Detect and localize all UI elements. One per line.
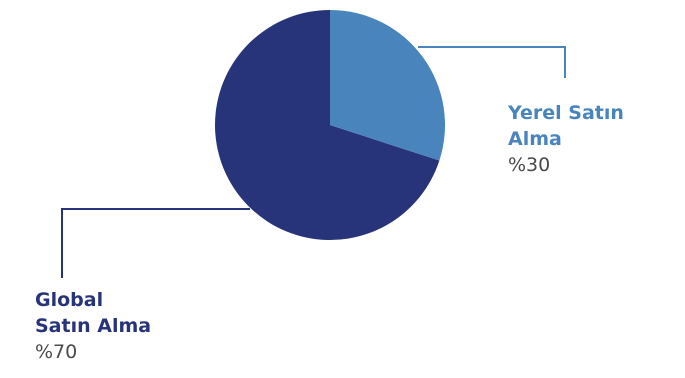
pie-slice-yerel-satin-alma [330,10,445,161]
leader-line-global [61,208,250,278]
label-yerel-satin-alma: Yerel Satın Alma %30 [508,100,668,178]
label-yerel-name-line1: Yerel Satın [508,102,624,124]
label-yerel-name-line2: Alma [508,128,562,150]
label-global-satin-alma: Global Satın Alma %70 [35,287,215,365]
label-global-name-line2: Satın Alma [35,315,152,337]
label-global-value: %70 [35,341,78,363]
label-global-name-line1: Global [35,289,104,311]
leader-line-yerel [418,46,566,78]
label-yerel-value: %30 [508,154,551,176]
pie-slice-global-satin-alma [214,10,440,241]
